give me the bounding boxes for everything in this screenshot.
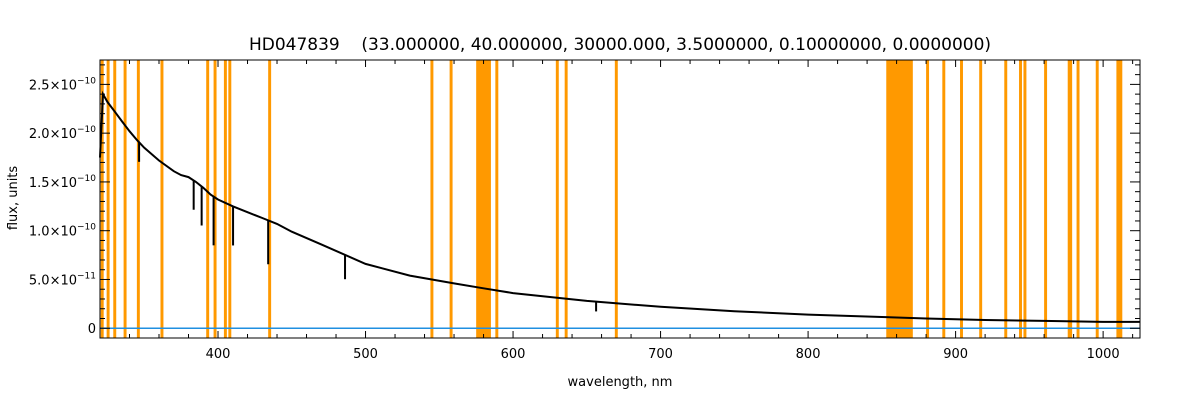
- masked-region: [1044, 60, 1048, 338]
- x-tick-label: 600: [501, 347, 526, 362]
- masked-region: [100, 60, 104, 338]
- masked-region: [206, 60, 210, 338]
- masked-region: [555, 60, 559, 338]
- masked-region: [960, 60, 963, 338]
- masked-region: [449, 60, 453, 338]
- x-tick-label: 800: [796, 347, 821, 362]
- masked-region: [1076, 60, 1080, 338]
- masked-region: [1019, 60, 1022, 338]
- masked-region: [564, 60, 568, 338]
- masked-region: [160, 60, 164, 338]
- y-tick-label: 1.0×10−10: [29, 223, 96, 240]
- x-tick-label: 500: [353, 347, 378, 362]
- series-group: [99, 90, 1140, 329]
- y-tick-label: 5.0×10−11: [29, 271, 96, 288]
- plot-frame: [99, 59, 1141, 339]
- x-tick-label: 700: [648, 347, 673, 362]
- y-tick-label: 2.0×10−10: [29, 125, 96, 142]
- chart-title: HD047839 (33.000000, 40.000000, 30000.00…: [249, 35, 991, 55]
- masked-region: [268, 60, 272, 338]
- masked-region: [1067, 60, 1073, 338]
- masked-region: [213, 60, 217, 338]
- masked-region: [106, 60, 110, 338]
- x-tick-label: 400: [206, 347, 231, 362]
- masked-region: [495, 60, 499, 338]
- masked-region: [614, 60, 618, 338]
- y-tick-label: 1.5×10−10: [29, 174, 96, 191]
- masked-region: [223, 60, 227, 338]
- masked-region: [430, 60, 434, 338]
- masked-region: [476, 60, 491, 338]
- masked-region: [228, 60, 232, 338]
- y-tick-label: 0: [88, 322, 96, 337]
- masked-regions: [100, 60, 1123, 338]
- axis-ticks: 400 500 600 700 800 900 1000 0 5.0×10−11 1.0×10−1…: [29, 60, 1140, 362]
- x-tick-label: 900: [943, 347, 968, 362]
- masked-region: [1116, 60, 1123, 338]
- masked-region: [942, 60, 946, 338]
- y-tick-label: 2.5×10−10: [29, 76, 96, 93]
- y-axis-label: flux, units: [6, 166, 21, 231]
- x-tick-label: 1000: [1087, 347, 1120, 362]
- x-axis-label: wavelength, nm: [568, 375, 673, 390]
- masked-region: [979, 60, 983, 338]
- masked-region: [123, 60, 127, 338]
- masked-region: [886, 60, 913, 338]
- flux-spectrum-line: [99, 90, 1140, 323]
- masked-region: [1004, 60, 1008, 338]
- masked-region: [926, 60, 930, 338]
- masked-region: [1095, 60, 1099, 338]
- masked-region: [136, 60, 140, 338]
- masked-region: [1023, 60, 1027, 338]
- masked-region: [113, 60, 117, 338]
